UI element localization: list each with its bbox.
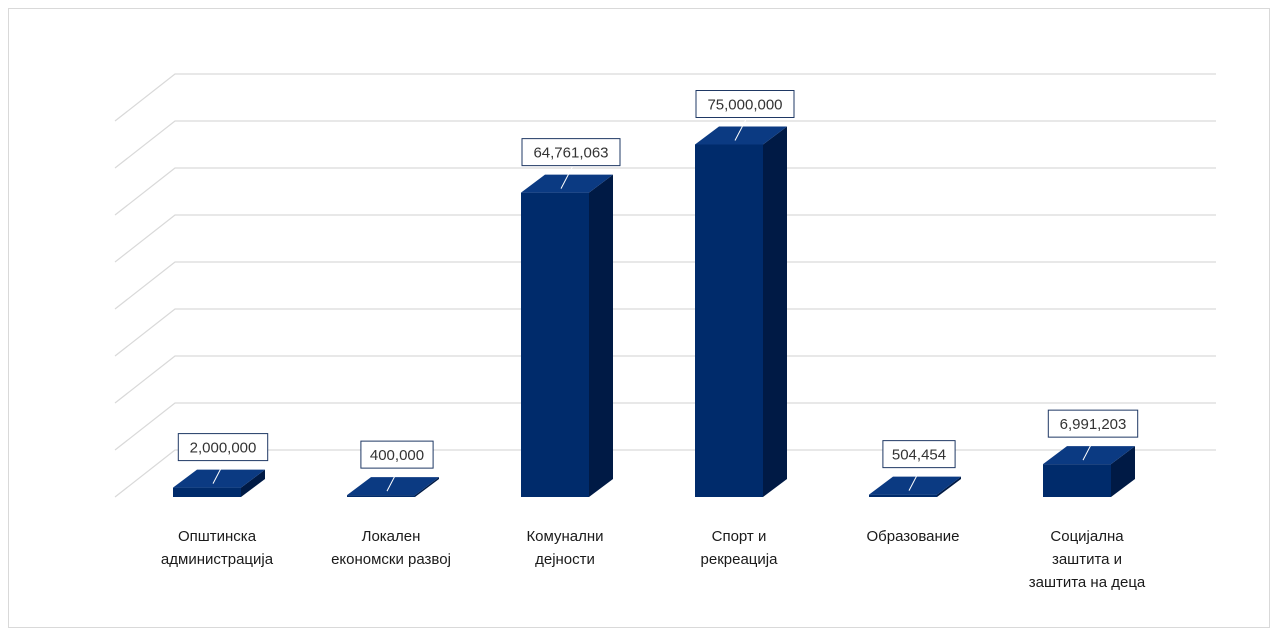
- bar-side: [937, 476, 961, 497]
- bar-side: [415, 477, 439, 497]
- bar-side: [1111, 446, 1135, 497]
- chart-frame: [8, 8, 1270, 628]
- gridline: [114, 214, 1216, 263]
- bar-top: [173, 469, 265, 488]
- bar: [347, 495, 415, 497]
- category-label: рекреација: [701, 551, 779, 568]
- data-label: 2,000,000: [190, 440, 257, 457]
- label-leader: [560, 165, 574, 189]
- bar-top: [695, 126, 787, 145]
- data-label: 400,000: [370, 447, 424, 464]
- category-label: заштита на деца: [1029, 574, 1146, 591]
- data-label-box: [521, 138, 621, 167]
- bar: [521, 192, 589, 498]
- bar-top: [521, 174, 613, 193]
- data-label-box: [882, 440, 956, 469]
- bar: [695, 144, 763, 497]
- bar: [869, 494, 937, 497]
- data-label: 64,761,063: [533, 145, 608, 162]
- data-label: 504,454: [892, 447, 946, 464]
- bar-side: [241, 469, 265, 497]
- label-leader: [734, 117, 748, 141]
- data-label: 75,000,000: [707, 97, 782, 114]
- category-label: Комунални: [526, 528, 603, 545]
- bar-top: [869, 476, 961, 495]
- label-leader: [212, 460, 226, 484]
- gridline: [114, 73, 1216, 122]
- gridline: [114, 261, 1216, 310]
- data-label-box: [1047, 409, 1139, 438]
- category-label: Социјална: [1050, 528, 1124, 545]
- category-label: Локален: [362, 528, 421, 545]
- bar: [173, 487, 241, 497]
- label-leader: [1082, 436, 1096, 461]
- category-label: економски развој: [331, 551, 451, 568]
- category-label: дејности: [535, 551, 595, 568]
- label-leader: [386, 467, 400, 492]
- category-label: Спорт и: [712, 528, 767, 545]
- label-leader: [908, 467, 922, 491]
- category-label: заштита и: [1052, 551, 1122, 568]
- data-label: 6,991,203: [1060, 416, 1127, 433]
- data-label-box: [177, 433, 269, 462]
- category-label: Образование: [867, 528, 960, 545]
- data-label-box: [695, 90, 795, 118]
- gridline: [114, 120, 1216, 169]
- category-label: администрација: [161, 551, 274, 568]
- gridline: [114, 355, 1216, 404]
- gridline: [114, 449, 1216, 498]
- gridline: [114, 308, 1216, 357]
- bar-top: [1043, 446, 1135, 465]
- gridline: [114, 402, 1216, 451]
- bar-side: [589, 174, 613, 498]
- bar-side: [763, 126, 787, 497]
- gridline: [114, 167, 1216, 216]
- bar: [1043, 464, 1111, 497]
- data-label-box: [360, 440, 434, 469]
- bar-top: [347, 477, 439, 496]
- category-label: Општинска: [178, 528, 257, 545]
